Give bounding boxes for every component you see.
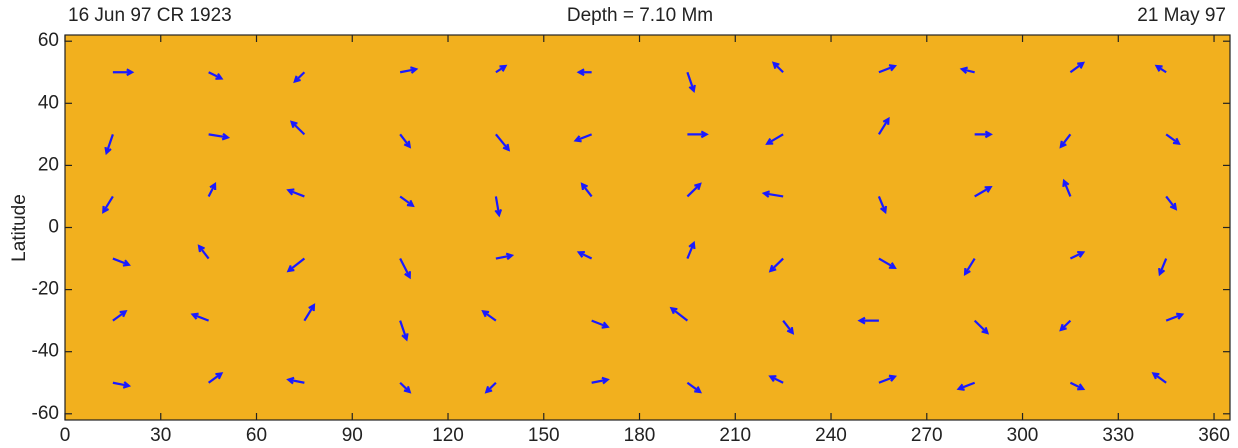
flow-arrow — [112, 381, 132, 389]
flow-arrow — [771, 61, 784, 74]
y-tick-label: 40 — [38, 92, 59, 113]
flow-arrow — [207, 372, 224, 384]
flow-arrow — [974, 185, 993, 198]
date-right: 21 May 97 — [1137, 5, 1226, 26]
x-tick-label: 270 — [911, 425, 943, 446]
flow-arrow — [768, 257, 784, 273]
flow-arrow — [494, 196, 503, 218]
x-tick-label: 330 — [1102, 425, 1134, 446]
flow-arrow — [197, 244, 210, 260]
flow-arrow — [286, 257, 306, 273]
flow-arrow — [399, 381, 412, 394]
flow-arrow — [591, 376, 610, 385]
flow-arrow — [974, 130, 993, 139]
flow-arrow — [112, 257, 131, 267]
x-tick-label: 0 — [60, 425, 71, 446]
flow-arrow — [1069, 250, 1086, 260]
flow-arrow — [686, 71, 696, 94]
flow-arrow — [959, 66, 975, 75]
flow-arrow — [761, 190, 784, 198]
flow-arrow — [878, 64, 898, 74]
x-tick-label: 30 — [150, 425, 171, 446]
y-tick-label: -40 — [32, 341, 59, 362]
flow-arrow — [580, 182, 593, 198]
flow-arrow — [484, 381, 497, 394]
flow-arrow — [104, 133, 114, 156]
flow-arrow — [1154, 64, 1167, 74]
flow-arrow — [782, 319, 795, 335]
flow-arrow — [1059, 319, 1072, 332]
chart-title: Depth = 7.10 Mm — [567, 5, 713, 26]
flow-arrow — [208, 71, 224, 80]
y-tick-label: 20 — [38, 154, 59, 175]
flow-arrow — [877, 196, 888, 215]
x-tick-label: 240 — [815, 425, 847, 446]
flow-arrow — [591, 319, 610, 329]
flow-arrow — [190, 312, 210, 322]
y-tick-label: 60 — [38, 30, 59, 51]
y-tick-label: -20 — [32, 279, 59, 300]
flow-arrow — [973, 319, 990, 335]
x-tick-label: 60 — [246, 425, 267, 446]
flow-arrow — [956, 381, 976, 391]
flow-arrow — [1165, 312, 1185, 322]
flow-arrow — [112, 309, 128, 322]
flow-arrow — [286, 376, 305, 385]
flow-arrow — [686, 240, 696, 259]
flow-arrow — [1069, 381, 1086, 391]
y-axis-label: Latitude — [9, 194, 30, 262]
y-tick-label: -60 — [32, 403, 59, 424]
flow-arrow — [669, 306, 689, 322]
flow-arrow — [208, 132, 231, 141]
x-tick-label: 180 — [624, 425, 656, 446]
flow-arrow — [1151, 372, 1167, 384]
flow-arrow — [399, 320, 409, 342]
date-left: 16 Jun 97 CR 1923 — [68, 5, 232, 26]
flow-arrow — [686, 381, 703, 394]
flow-arrow — [576, 68, 592, 77]
flow-arrow — [573, 133, 593, 143]
flow-arrow — [399, 258, 411, 280]
flow-arrow — [1165, 195, 1178, 211]
flow-arrow — [1069, 61, 1086, 74]
flow-arrow — [495, 64, 508, 74]
flow-arrow — [768, 375, 784, 384]
plot-background — [64, 34, 1231, 421]
flow-arrow — [399, 195, 415, 208]
flow-arrow — [207, 181, 217, 197]
flow-arrow — [576, 250, 593, 260]
flow-arrow — [1062, 178, 1072, 197]
flow-arrow — [1158, 258, 1168, 277]
flow-arrow — [495, 133, 511, 152]
x-tick-label: 90 — [342, 425, 363, 446]
x-tick-label: 210 — [719, 425, 751, 446]
flow-arrow — [102, 195, 114, 214]
flow-arrow — [963, 257, 976, 277]
flow-arrow — [687, 130, 709, 139]
flow-arrow — [1165, 133, 1181, 146]
x-tick-label: 150 — [528, 425, 560, 446]
flow-arrow — [481, 309, 497, 322]
flow-arrow — [293, 71, 306, 84]
flow-arrow — [765, 133, 784, 145]
flow-arrow — [399, 66, 419, 74]
flow-arrow — [878, 374, 898, 384]
flow-arrow — [286, 188, 305, 198]
flow-arrow — [303, 303, 316, 322]
x-tick-label: 120 — [432, 425, 464, 446]
flow-arrow — [112, 68, 135, 77]
flow-arrow — [289, 120, 306, 136]
flow-arrow — [877, 116, 890, 135]
x-tick-label: 300 — [1007, 425, 1039, 446]
flow-arrow — [495, 252, 515, 261]
y-tick-label: 0 — [48, 217, 59, 238]
flow-arrow — [686, 182, 702, 198]
flow-arrow — [1059, 133, 1072, 149]
flow-arrow — [878, 257, 897, 270]
x-tick-label: 360 — [1198, 425, 1230, 446]
flow-arrow — [399, 133, 412, 149]
flow-arrow — [857, 316, 879, 325]
